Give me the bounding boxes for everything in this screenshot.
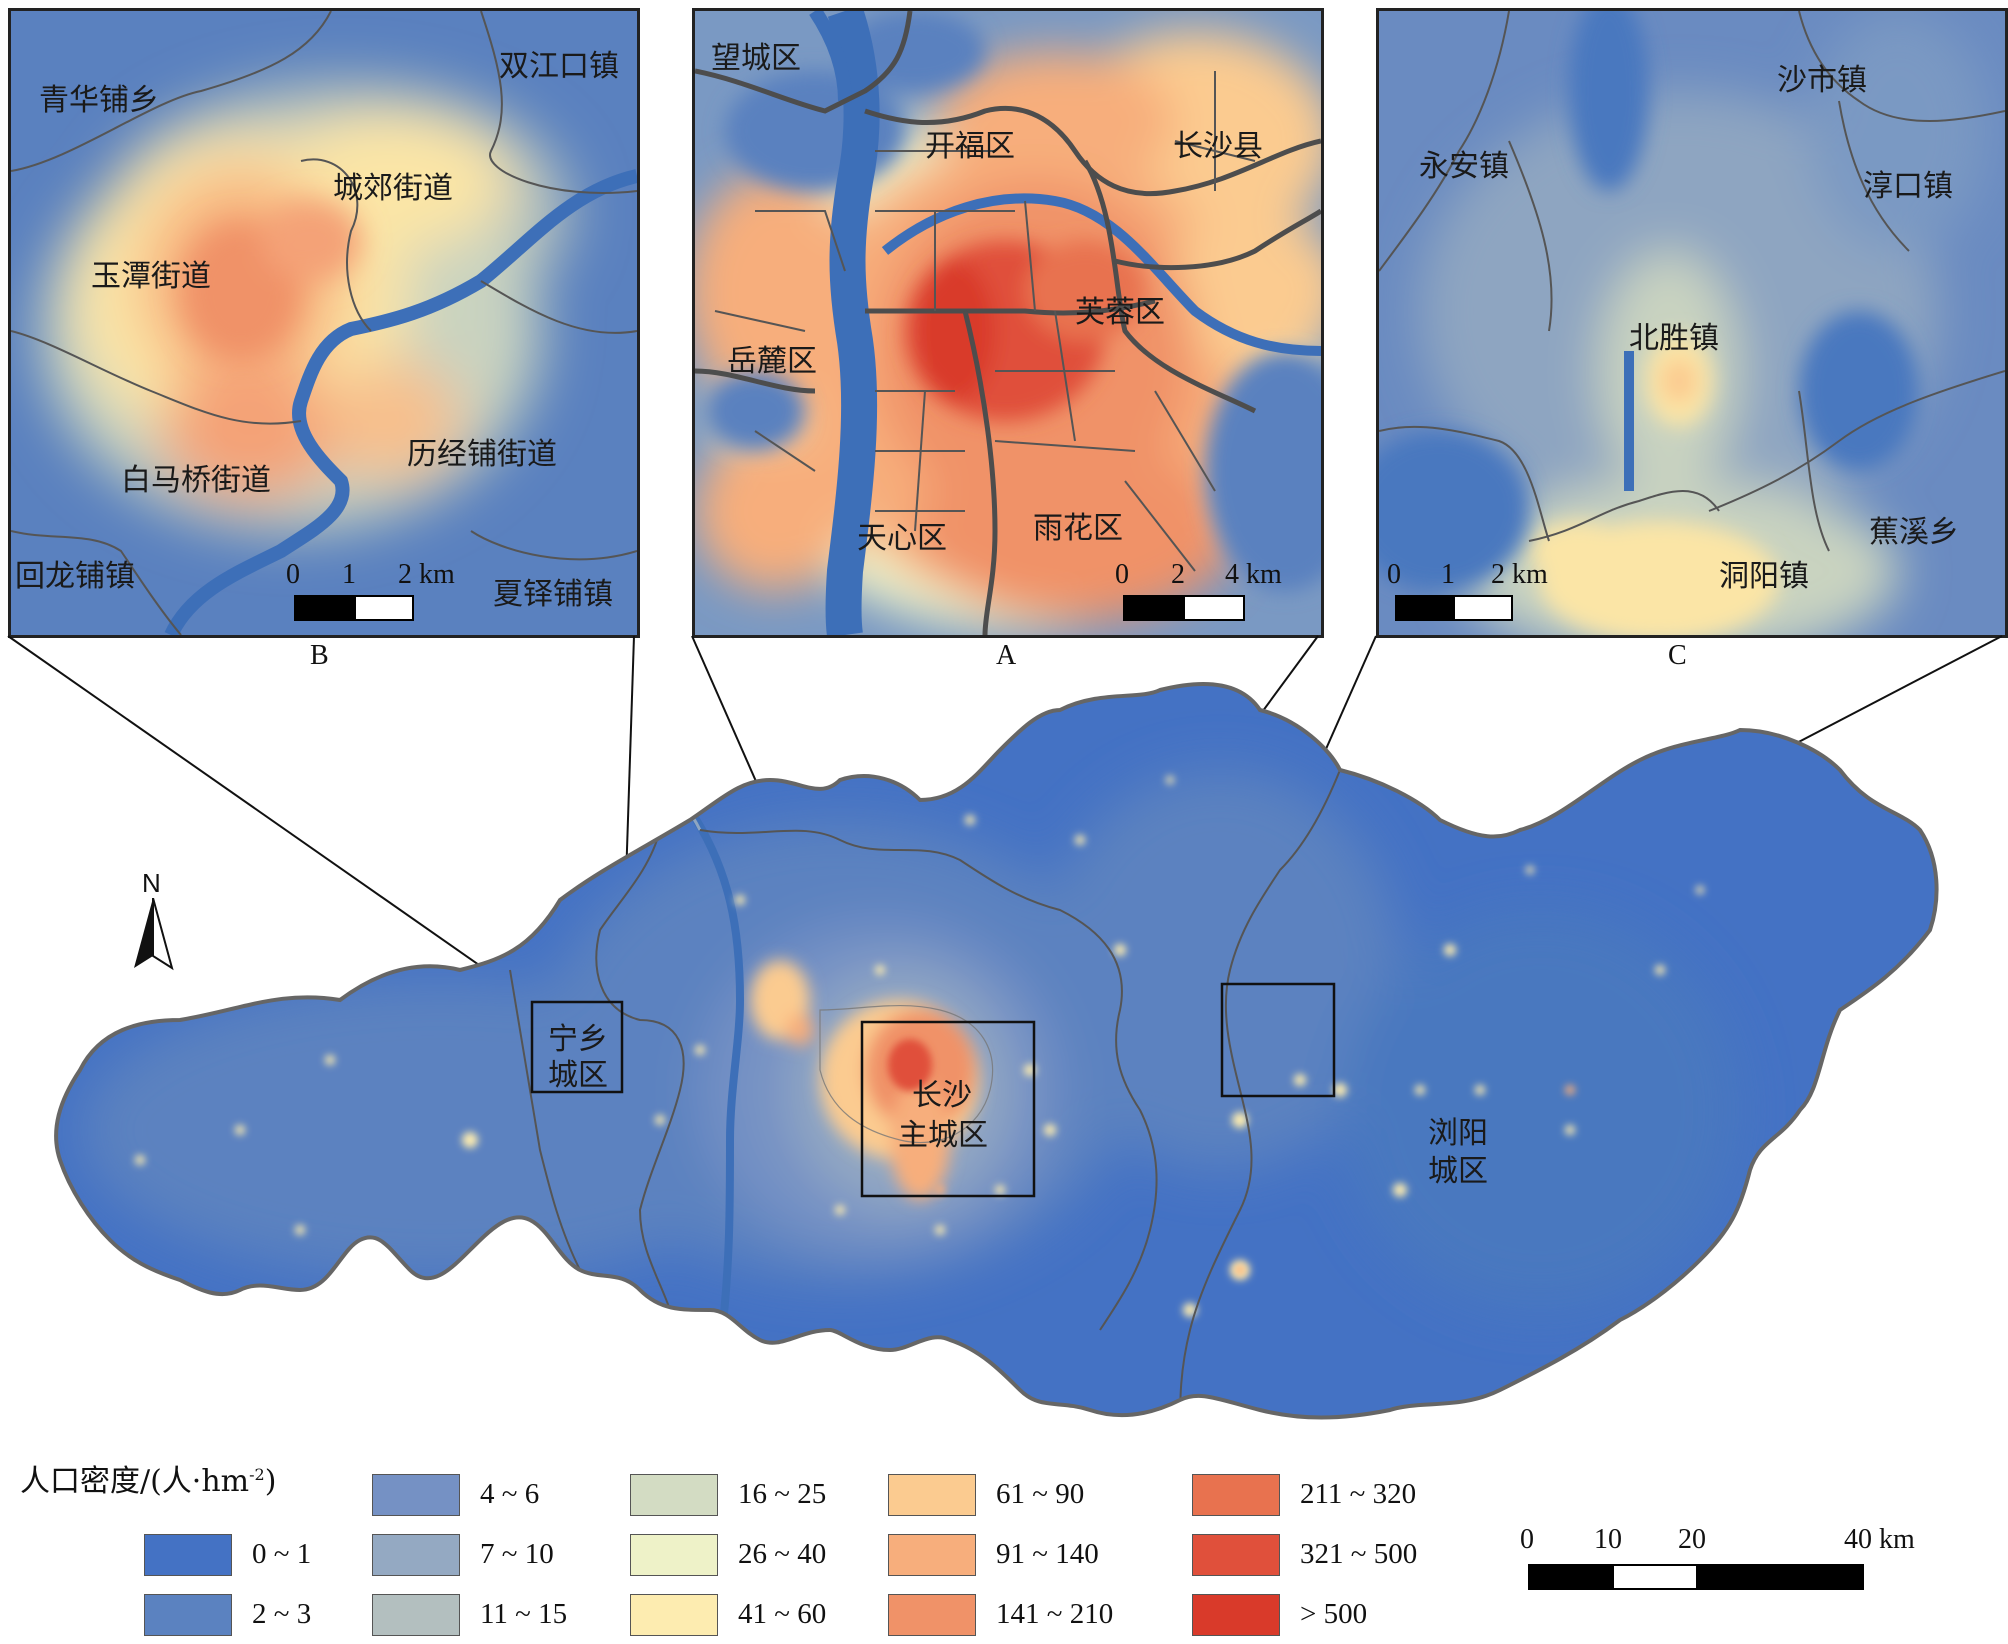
inset-a-label: 开福区 [925, 129, 1015, 164]
inset-c-label: 洞阳镇 [1719, 559, 1809, 594]
inset-c-label: 永安镇 [1419, 149, 1509, 184]
legend-swatch [888, 1534, 976, 1576]
legend-label: 61 ~ 90 [996, 1478, 1085, 1510]
inset-b-label: 历经铺街道 [407, 437, 557, 472]
inset-a-caption: A [996, 640, 1017, 671]
main-map-label-changsha: 主城区 [898, 1118, 988, 1153]
inset-b-map: 青华铺乡 双江口镇 城郊街道 玉潭街道 白马桥街道 历经铺街道 回龙铺镇 夏铎铺… [8, 8, 640, 638]
scalebar-tick: 0 [1115, 559, 1129, 590]
inset-c-map: 沙市镇 永安镇 淳口镇 北胜镇 洞阳镇 蕉溪乡 0 1 2 km [1376, 8, 2008, 638]
legend-label: 0 ~ 1 [252, 1538, 312, 1570]
inset-c-label: 淳口镇 [1863, 169, 1953, 204]
legend-title: 人口密度/(人·hm-2) [20, 1464, 277, 1499]
inset-a-label: 望城区 [711, 41, 801, 76]
legend-swatch [372, 1474, 460, 1516]
main-map-label-liuyang: 浏阳 [1428, 1116, 1488, 1151]
legend-swatch [372, 1534, 460, 1576]
north-arrow: N [128, 868, 178, 978]
inset-c-label: 北胜镇 [1629, 321, 1719, 356]
legend-label: 16 ~ 25 [738, 1478, 827, 1510]
legend-label: > 500 [1300, 1598, 1368, 1630]
legend-label: 2 ~ 3 [252, 1598, 312, 1630]
inset-a-label: 长沙县 [1173, 129, 1263, 164]
inset-c-raster [1379, 11, 2005, 635]
main-map-label-ningxiang: 宁乡 [548, 1022, 608, 1057]
inset-b-caption: B [310, 640, 329, 671]
inset-b-label: 夏铎铺镇 [493, 577, 613, 612]
inset-b-label: 白马桥街道 [121, 463, 271, 498]
inset-c-label: 沙市镇 [1777, 63, 1867, 98]
legend-swatch [630, 1534, 718, 1576]
scalebar-tick: 40 km [1844, 1524, 1915, 1555]
inset-b-label: 双江口镇 [499, 49, 619, 84]
inset-b-label: 城郊街道 [333, 171, 453, 206]
scalebar-tick: 0 [1520, 1524, 1534, 1555]
scalebar-tick: 2 km [1491, 559, 1548, 590]
legend-swatch [372, 1594, 460, 1636]
legend-label: 141 ~ 210 [996, 1598, 1114, 1630]
main-map: 宁乡 城区 长沙 主城区 浏阳 城区 [40, 670, 1980, 1430]
scalebar-tick: 4 km [1225, 559, 1282, 590]
scalebar-tick: 0 [1387, 559, 1401, 590]
scalebar-tick: 10 [1594, 1524, 1622, 1555]
legend-swatch [888, 1474, 976, 1516]
legend-label: 26 ~ 40 [738, 1538, 827, 1570]
inset-a-label: 岳麓区 [727, 344, 817, 379]
inset-b-label: 青华铺乡 [39, 83, 159, 118]
inset-b-scalebar: 0 1 2 km [286, 559, 456, 621]
legend-label: 41 ~ 60 [738, 1598, 827, 1630]
legend-swatch [1192, 1474, 1280, 1516]
inset-a-scalebar: 0 2 4 km [1115, 559, 1305, 621]
legend-label: 91 ~ 140 [996, 1538, 1099, 1570]
legend-label: 11 ~ 15 [480, 1598, 568, 1630]
scalebar-tick: 20 [1678, 1524, 1706, 1555]
main-map-label-ningxiang: 城区 [548, 1058, 608, 1093]
legend-label: 4 ~ 6 [480, 1478, 540, 1510]
north-label: N [142, 868, 161, 898]
legend-swatch [1192, 1534, 1280, 1576]
legend-swatch [144, 1534, 232, 1576]
inset-a-raster [695, 11, 1321, 635]
scalebar-tick: 1 [1441, 559, 1455, 590]
inset-c-scalebar: 0 1 2 km [1387, 559, 1567, 621]
legend-swatch [630, 1594, 718, 1636]
main-map-label-liuyang: 城区 [1428, 1154, 1488, 1189]
legend-label: 321 ~ 500 [1300, 1538, 1418, 1570]
scalebar-tick: 0 [286, 559, 300, 590]
legend-swatch [630, 1474, 718, 1516]
legend-swatch [144, 1594, 232, 1636]
inset-c-caption: C [1668, 640, 1687, 671]
inset-b-raster [11, 11, 637, 635]
scalebar-tick: 2 km [398, 559, 455, 590]
inset-a-label: 雨花区 [1033, 511, 1123, 546]
scalebar-tick: 2 [1171, 559, 1185, 590]
legend-label: 7 ~ 10 [480, 1538, 554, 1570]
inset-c-label: 蕉溪乡 [1869, 515, 1959, 550]
legend-swatch [888, 1594, 976, 1636]
main-scalebar: 0 10 20 40 km [1510, 1524, 1950, 1604]
inset-b-label: 回龙铺镇 [15, 559, 135, 594]
main-map-raster [54, 682, 1939, 1420]
north-arrow-icon [134, 898, 174, 971]
legend-swatch [1192, 1594, 1280, 1636]
inset-b-label: 玉潭街道 [91, 259, 211, 294]
main-map-label-changsha: 长沙 [912, 1078, 972, 1113]
inset-a-map: 望城区 开福区 长沙县 芙蓉区 岳麓区 天心区 雨花区 0 2 4 km [692, 8, 1324, 638]
inset-a-label: 天心区 [857, 521, 947, 556]
legend-label: 211 ~ 320 [1300, 1478, 1417, 1510]
scalebar-tick: 1 [342, 559, 356, 590]
inset-a-label: 芙蓉区 [1075, 295, 1165, 330]
